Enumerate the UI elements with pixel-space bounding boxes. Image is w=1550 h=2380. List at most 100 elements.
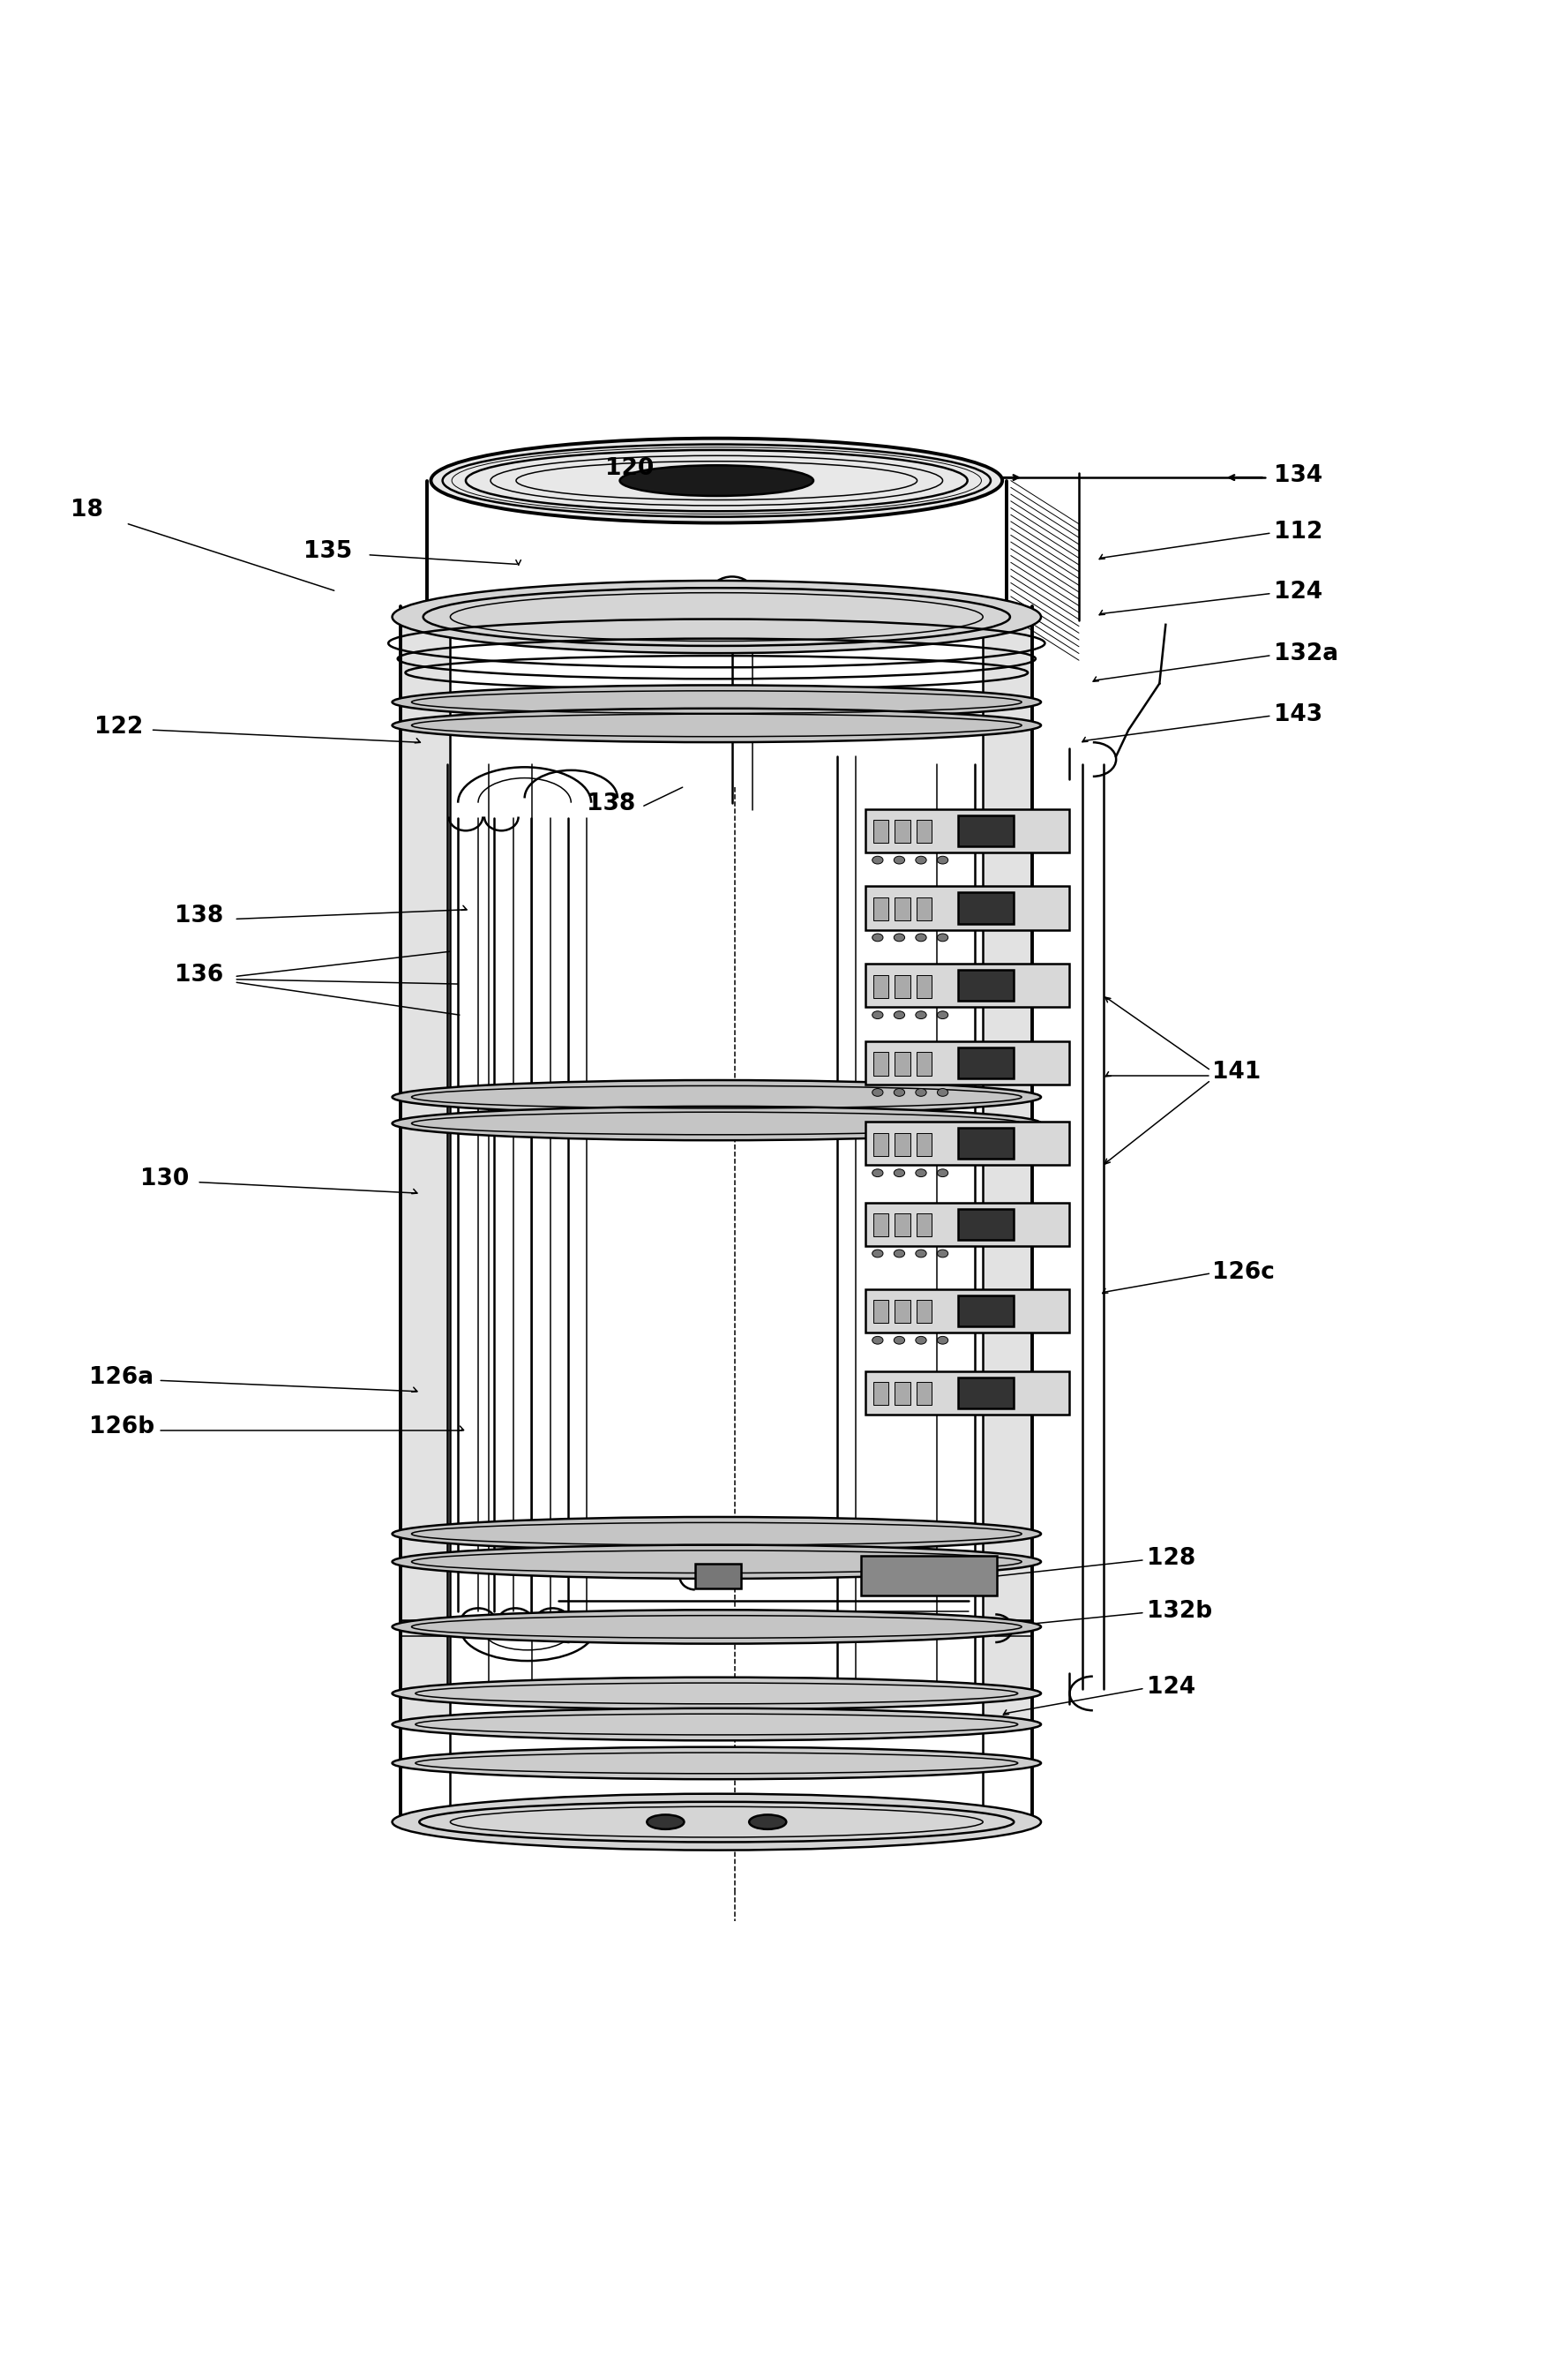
Text: 126c: 126c <box>1212 1261 1274 1283</box>
Text: 124: 124 <box>1273 581 1322 605</box>
Ellipse shape <box>893 1011 904 1019</box>
Bar <box>894 897 910 921</box>
Ellipse shape <box>871 1169 882 1176</box>
Bar <box>916 1299 932 1323</box>
Bar <box>916 976 932 997</box>
Bar <box>958 1378 1014 1409</box>
Ellipse shape <box>936 1169 947 1176</box>
Ellipse shape <box>914 1011 925 1019</box>
Ellipse shape <box>914 1250 925 1257</box>
Bar <box>873 1383 888 1404</box>
Ellipse shape <box>871 1250 882 1257</box>
Ellipse shape <box>936 933 947 942</box>
Bar <box>916 1133 932 1157</box>
Bar <box>873 819 888 843</box>
Bar <box>958 816 1014 847</box>
Text: 141: 141 <box>1212 1061 1260 1083</box>
Ellipse shape <box>392 1795 1040 1849</box>
Ellipse shape <box>936 1338 947 1345</box>
Bar <box>865 1371 1070 1414</box>
Bar <box>894 1383 910 1404</box>
Bar <box>894 1052 910 1076</box>
Ellipse shape <box>914 1338 925 1345</box>
Ellipse shape <box>914 1088 925 1097</box>
Ellipse shape <box>392 581 1040 652</box>
Text: 122: 122 <box>95 716 143 738</box>
Bar <box>694 1564 741 1587</box>
Ellipse shape <box>871 1088 882 1097</box>
Bar <box>958 1209 1014 1240</box>
Ellipse shape <box>893 1169 904 1176</box>
Ellipse shape <box>893 1088 904 1097</box>
Bar <box>894 819 910 843</box>
Text: 18: 18 <box>71 497 104 521</box>
Ellipse shape <box>392 1678 1040 1709</box>
Bar <box>916 1383 932 1404</box>
Bar <box>958 971 1014 1002</box>
Ellipse shape <box>392 685 1040 719</box>
Bar <box>958 892 1014 923</box>
Text: 132a: 132a <box>1273 643 1338 666</box>
Bar <box>916 897 932 921</box>
Text: 135: 135 <box>302 540 352 564</box>
Bar <box>916 1052 932 1076</box>
Bar <box>894 1299 910 1323</box>
Polygon shape <box>400 607 450 1725</box>
Text: 120: 120 <box>604 457 654 481</box>
Ellipse shape <box>914 933 925 942</box>
Text: 112: 112 <box>1273 521 1322 543</box>
Ellipse shape <box>871 857 882 864</box>
Bar <box>865 1042 1070 1085</box>
Ellipse shape <box>392 1081 1040 1114</box>
Ellipse shape <box>893 933 904 942</box>
Bar <box>894 1133 910 1157</box>
Text: 134: 134 <box>1273 464 1322 488</box>
Ellipse shape <box>646 1814 684 1830</box>
Ellipse shape <box>936 1250 947 1257</box>
Text: 138: 138 <box>586 793 635 816</box>
Bar <box>873 897 888 921</box>
Bar <box>873 1299 888 1323</box>
Ellipse shape <box>392 709 1040 743</box>
Bar <box>916 819 932 843</box>
Ellipse shape <box>936 1011 947 1019</box>
Ellipse shape <box>893 857 904 864</box>
Ellipse shape <box>871 1338 882 1345</box>
Bar <box>865 809 1070 852</box>
Ellipse shape <box>431 438 1001 524</box>
Text: 138: 138 <box>175 904 223 928</box>
Text: 136: 136 <box>175 964 223 985</box>
Bar <box>873 1052 888 1076</box>
Ellipse shape <box>893 1338 904 1345</box>
Bar <box>916 1214 932 1238</box>
Bar <box>865 1202 1070 1245</box>
Ellipse shape <box>936 857 947 864</box>
Bar <box>873 976 888 997</box>
Ellipse shape <box>392 1516 1040 1552</box>
Ellipse shape <box>893 1250 904 1257</box>
Ellipse shape <box>749 1814 786 1830</box>
Ellipse shape <box>392 1747 1040 1780</box>
Ellipse shape <box>392 1545 1040 1578</box>
Text: 124: 124 <box>1147 1676 1195 1699</box>
Text: 130: 130 <box>141 1169 189 1190</box>
Ellipse shape <box>620 466 812 495</box>
Ellipse shape <box>392 1709 1040 1740</box>
Ellipse shape <box>914 1169 925 1176</box>
Text: 143: 143 <box>1273 702 1322 726</box>
Bar <box>860 1557 997 1597</box>
Bar <box>865 964 1070 1007</box>
Text: 128: 128 <box>1147 1547 1195 1571</box>
Text: 126a: 126a <box>90 1366 153 1390</box>
Bar <box>894 1214 910 1238</box>
Ellipse shape <box>392 1107 1040 1140</box>
Bar <box>865 1121 1070 1166</box>
Ellipse shape <box>392 1609 1040 1645</box>
Bar <box>873 1214 888 1238</box>
Ellipse shape <box>871 933 882 942</box>
Text: 132b: 132b <box>1147 1599 1212 1623</box>
Bar <box>958 1128 1014 1159</box>
Polygon shape <box>983 607 1032 1725</box>
Ellipse shape <box>914 857 925 864</box>
Bar <box>894 976 910 997</box>
